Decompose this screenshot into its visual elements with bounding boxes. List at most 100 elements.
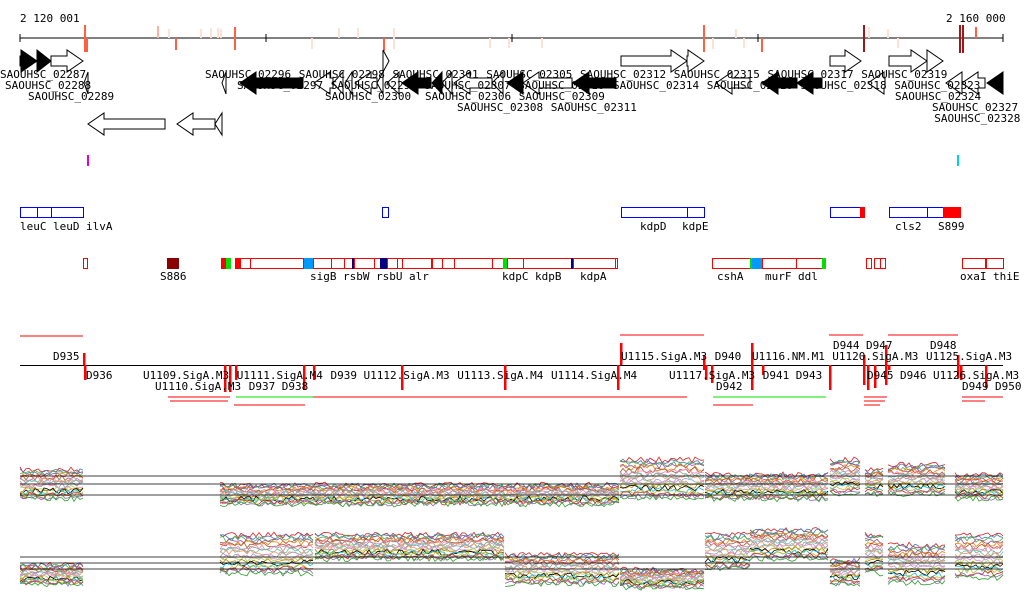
gene-arrow-reverse [401, 71, 432, 95]
segment-label: U1120.SigA.M3 [832, 350, 918, 363]
expression-trace [864, 535, 884, 542]
operon-label: leuC [20, 220, 47, 233]
operon-box [687, 207, 705, 218]
tss-marker [957, 155, 959, 166]
ruler-start-label: 2 120 001 [20, 12, 80, 25]
segment-label: D944 [833, 339, 860, 352]
expression-trace [704, 477, 829, 485]
gene-label: SAOUHSC_02323 [894, 79, 980, 92]
operon-box [226, 258, 231, 269]
segment-boundary [229, 365, 232, 392]
segment-label: D940 [715, 350, 742, 363]
expression-trace [219, 541, 314, 549]
operon-box [860, 207, 865, 218]
feature-mark [868, 27, 870, 38]
gene-arrow-reverse [214, 111, 223, 137]
expression-trace [219, 557, 314, 565]
expression-trace [864, 491, 884, 496]
gene-label: SAOUHSC_02300 [325, 90, 411, 103]
expression-trace [954, 567, 1004, 575]
expression-trace [619, 577, 705, 585]
gene-arrow-reverse [441, 70, 453, 96]
expression-trace [19, 564, 84, 572]
gene-arrow-reverse [506, 71, 524, 95]
gene-label: SAOUHSC_02318 [801, 79, 887, 92]
gene-label: SAOUHSC_02312 [580, 68, 666, 81]
expression-trace [829, 484, 861, 492]
segment-boundary [83, 353, 86, 365]
feature-mark [897, 38, 899, 48]
operon-box [221, 258, 227, 269]
gene-label: SAOUHSC_02289 [28, 90, 114, 103]
feature-mark [541, 38, 543, 48]
operon-box [20, 207, 38, 218]
expression-trace [887, 484, 946, 491]
feature-mark [200, 29, 202, 38]
expression-trace [864, 478, 884, 483]
expression-trace [887, 575, 946, 582]
coordinate-ruler: 2 120 001 2 160 000 [19, 12, 1006, 42]
segment-label: D946 [900, 369, 927, 382]
expression-trace [864, 541, 884, 546]
segment-label: D942 [716, 380, 743, 393]
gene-arrow-reverse [239, 71, 304, 95]
gene-label: SAOUHSC_02298 [299, 68, 385, 81]
operon-tracks: leuC leuD ilvA kdpD kdpE cls2 S899 S886 sigB rsbW… [20, 207, 1020, 283]
expression-trace [829, 578, 861, 585]
expression-trace [704, 535, 751, 542]
segment-label: D948 [930, 339, 957, 352]
segment-boundary [504, 365, 507, 390]
operon-label: sigB [310, 270, 337, 283]
gene-label: SAOUHSC_02301 [393, 68, 479, 81]
gene-arrow-reverse [986, 71, 1004, 95]
operon-label: cls2 [895, 220, 922, 233]
expression-trace [704, 490, 829, 498]
expression-trace [314, 543, 505, 551]
expression-trace [864, 471, 884, 476]
operon-box [986, 258, 1004, 269]
operon-box [927, 207, 944, 218]
expression-trace [954, 492, 1004, 500]
gene-label: SAOUHSC_02305 [486, 68, 572, 81]
gene-arrow-reverse [386, 70, 400, 96]
expression-trace [954, 551, 1004, 559]
gene-arrow-reverse [332, 70, 344, 96]
operon-box [503, 258, 508, 269]
operon-box [344, 258, 353, 269]
expression-trace [829, 572, 861, 578]
gene-label: SAOUHSC_02288 [5, 79, 91, 92]
segment-label: U1111.SigA.M4 [237, 369, 323, 382]
expression-trace [954, 482, 1004, 489]
expression-trace [504, 565, 620, 573]
operon-box [51, 207, 84, 218]
expression-trace [219, 486, 620, 494]
segment-boundary [303, 365, 306, 390]
operon-label: kdpB [535, 270, 562, 283]
operon-label: rsbW [343, 270, 370, 283]
expression-trace [829, 572, 861, 578]
expression-trace [829, 579, 861, 586]
expression-trace [864, 467, 884, 472]
expression-trace [864, 488, 884, 495]
operon-box [874, 258, 881, 269]
feature-mark [975, 27, 977, 38]
operon-box [762, 258, 797, 269]
operon-label: leuD [53, 220, 80, 233]
expression-trace [829, 468, 861, 476]
feature-mark [761, 38, 763, 52]
feature-mark [508, 38, 510, 48]
expression-trace [19, 469, 84, 477]
gene-arrow-forward [829, 49, 862, 73]
gene-arrow-reverse [354, 71, 378, 95]
expression-trace [955, 532, 1004, 539]
operon-box [523, 258, 572, 269]
gene-arrow-reverse [867, 71, 886, 95]
operon-box [432, 258, 443, 269]
gene-arrow-reverse [344, 70, 353, 96]
operon-box [304, 258, 314, 269]
gene-label: SAOUHSC_02327 [932, 101, 1018, 114]
operon-box [712, 258, 751, 269]
expression-trace [19, 494, 84, 503]
feature-mark [743, 38, 745, 48]
